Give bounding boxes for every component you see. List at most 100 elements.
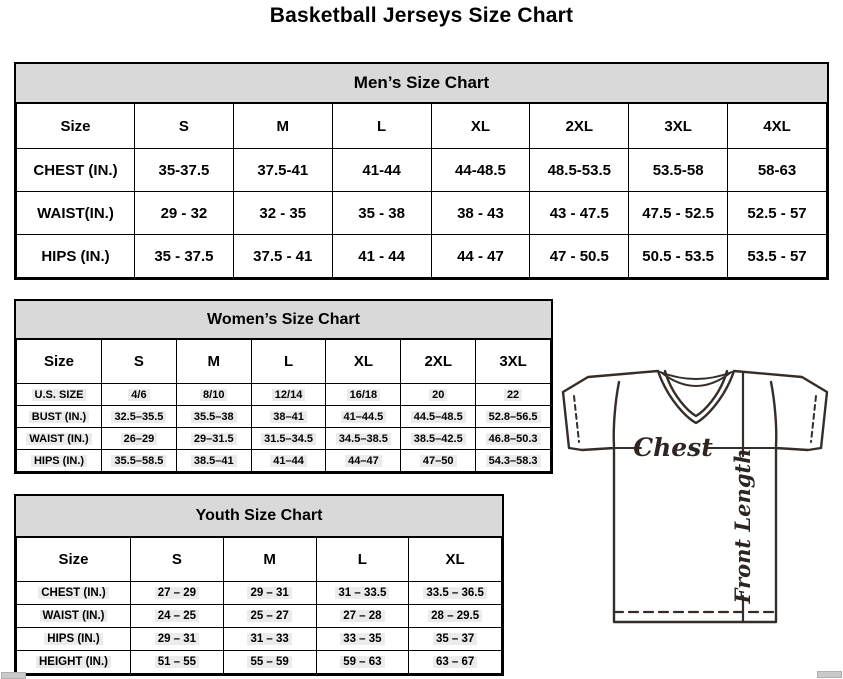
- size-value-cell: 31 – 33: [222, 627, 317, 651]
- size-value-cell: 35-37.5: [134, 148, 234, 192]
- size-value-cell: 25 – 27: [222, 604, 317, 628]
- size-value-cell: 41-44: [331, 148, 432, 192]
- size-value-cell: 43 - 47.5: [529, 191, 630, 235]
- jersey-outline: [561, 369, 829, 624]
- row-label: HEIGHT (IN.): [16, 650, 131, 674]
- left-sleeve-seam: [612, 380, 621, 448]
- size-value-cell: 27 – 28: [315, 604, 410, 628]
- column-header: 2XL: [529, 103, 630, 149]
- column-header: M: [232, 103, 333, 149]
- size-value-cell: 47.5 - 52.5: [628, 191, 729, 235]
- column-header: 3XL: [628, 103, 729, 149]
- size-value-cell: 41 - 44: [331, 234, 432, 278]
- size-value-cell: 26–29: [101, 427, 177, 450]
- collar-outer-v: [656, 369, 736, 425]
- size-value-cell: 29 – 31: [130, 627, 224, 651]
- collar-back-arc-2: [661, 372, 731, 387]
- size-value-cell: 44–47: [325, 449, 402, 472]
- size-value-cell: 50.5 - 53.5: [628, 234, 729, 278]
- size-value-cell: 35.5–58.5: [101, 449, 177, 472]
- size-value-cell: 8/10: [175, 383, 252, 406]
- column-header: S: [130, 537, 224, 582]
- row-label: HIPS (IN.): [16, 449, 102, 472]
- size-value-cell: 38–41: [250, 405, 327, 428]
- size-value-cell: 44 - 47: [430, 234, 531, 278]
- size-value-cell: 46.8–50.3: [475, 427, 551, 450]
- column-header: 4XL: [727, 103, 827, 149]
- size-value-cell: 53.5 - 57: [727, 234, 827, 278]
- column-header: M: [175, 339, 252, 384]
- size-value-cell: 38.5–42.5: [400, 427, 477, 450]
- size-value-cell: 35 - 37.5: [134, 234, 234, 278]
- mens-size-chart-table: Men’s Size Chart Size S M L XL 2XL 3XL 4XL CHEST…: [14, 62, 829, 280]
- size-value-cell: 24 – 25: [130, 604, 224, 628]
- column-header: L: [315, 537, 410, 582]
- size-value-cell: 59 – 63: [315, 650, 410, 674]
- page-title: Basketball Jerseys Size Chart: [269, 4, 574, 27]
- row-label: CHEST (IN.): [16, 148, 135, 192]
- row-label: HIPS (IN.): [16, 234, 135, 278]
- size-value-cell: 27 – 29: [130, 581, 224, 605]
- bottom-left-artifact: [1, 672, 26, 679]
- size-value-cell: 38 - 43: [430, 191, 531, 235]
- size-value-cell: 41–44: [250, 449, 327, 472]
- collar-inner-v: [663, 369, 729, 418]
- row-label: BUST (IN.): [16, 405, 102, 428]
- left-cuff-dashed-line: [573, 395, 580, 443]
- size-value-cell: 51 – 55: [130, 650, 224, 674]
- size-value-cell: 16/18: [325, 383, 402, 406]
- row-label: CHEST (IN.): [16, 581, 131, 605]
- womens-size-chart-table: Women’s Size Chart Size S M L XL 2XL 3XL U.S. S…: [14, 299, 553, 474]
- column-header: 3XL: [475, 339, 551, 384]
- size-value-cell: 28 – 29.5: [408, 604, 502, 628]
- column-header: Size: [16, 103, 135, 149]
- column-header: XL: [325, 339, 402, 384]
- youth-table-title: Youth Size Chart: [16, 496, 502, 537]
- size-value-cell: 31 – 33.5: [315, 581, 410, 605]
- size-value-cell: 35 - 38: [331, 191, 432, 235]
- column-header: 2XL: [400, 339, 477, 384]
- size-value-cell: 53.5-58: [628, 148, 729, 192]
- size-value-cell: 63 – 67: [408, 650, 502, 674]
- size-value-cell: 47 - 50.5: [529, 234, 630, 278]
- size-value-cell: 32.5–35.5: [101, 405, 177, 428]
- size-value-cell: 29 - 32: [134, 191, 234, 235]
- column-header: XL: [430, 103, 531, 149]
- womens-table-title: Women’s Size Chart: [16, 301, 551, 339]
- size-value-cell: 35 – 37: [408, 627, 502, 651]
- size-value-cell: 33.5 – 36.5: [408, 581, 502, 605]
- youth-table-grid: Size S M L XL CHEST (IN.) 27 – 29 29 – 31 31 – 3…: [16, 537, 502, 674]
- right-cuff-dashed-line: [810, 395, 817, 443]
- column-header: Size: [16, 339, 102, 384]
- row-label: HIPS (IN.): [16, 627, 131, 651]
- mens-table-title: Men’s Size Chart: [16, 64, 827, 103]
- size-value-cell: 44.5–48.5: [400, 405, 477, 428]
- size-value-cell: 52.8–56.5: [475, 405, 551, 428]
- row-label: U.S. SIZE: [16, 383, 102, 406]
- size-value-cell: 20: [400, 383, 477, 406]
- right-sleeve-seam: [769, 380, 778, 448]
- column-header: Size: [16, 537, 131, 582]
- collar-back-arc-1: [659, 371, 733, 380]
- row-label: WAIST (IN.): [16, 604, 131, 628]
- column-header: XL: [408, 537, 502, 582]
- size-value-cell: 37.5-41: [232, 148, 333, 192]
- size-value-cell: 4/6: [101, 383, 177, 406]
- column-header: S: [101, 339, 177, 384]
- row-label: WAIST(IN.): [16, 191, 135, 235]
- jersey-measurement-diagram: Chest Front Length: [561, 369, 829, 624]
- youth-size-chart-table: Youth Size Chart Size S M L XL CHEST (IN.) 27 …: [14, 494, 504, 676]
- bottom-right-artifact: [817, 671, 842, 678]
- row-label: WAIST (IN.): [16, 427, 102, 450]
- size-value-cell: 35.5–38: [175, 405, 252, 428]
- size-value-cell: 48.5-53.5: [529, 148, 630, 192]
- size-value-cell: 37.5 - 41: [232, 234, 333, 278]
- size-value-cell: 12/14: [250, 383, 327, 406]
- size-value-cell: 55 – 59: [222, 650, 317, 674]
- size-value-cell: 41–44.5: [325, 405, 402, 428]
- column-header: S: [134, 103, 234, 149]
- column-header: M: [222, 537, 317, 582]
- size-value-cell: 34.5–38.5: [325, 427, 402, 450]
- size-value-cell: 52.5 - 57: [727, 191, 827, 235]
